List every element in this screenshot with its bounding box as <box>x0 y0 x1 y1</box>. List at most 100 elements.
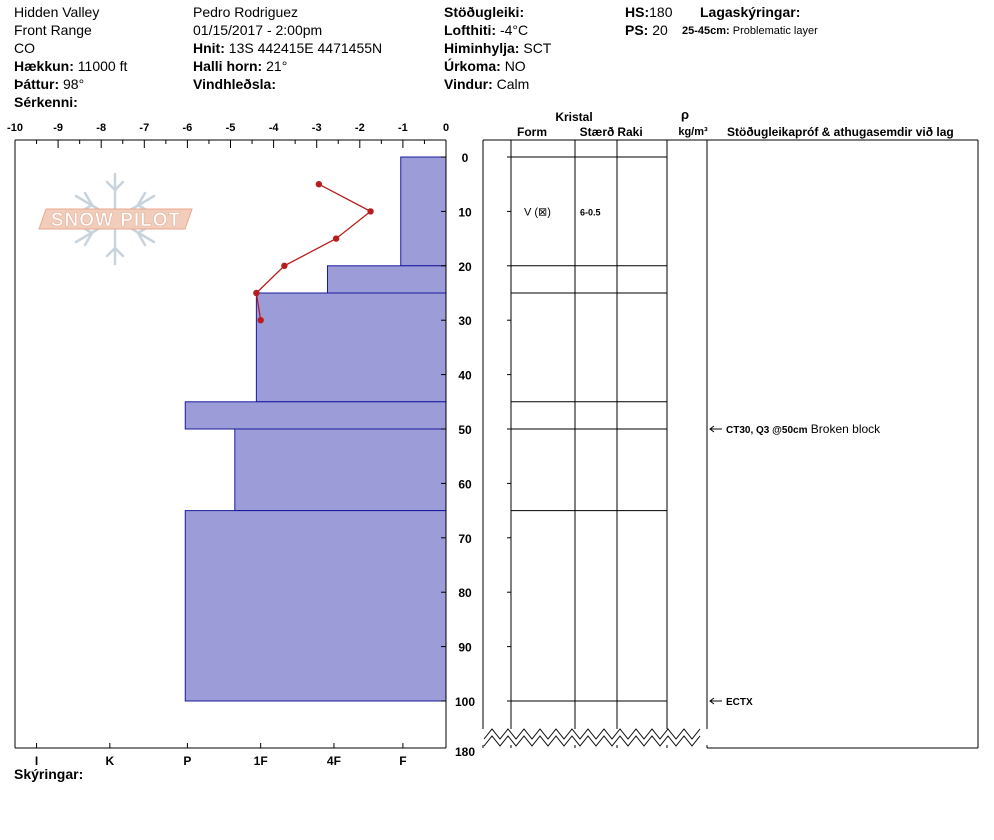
state-name: CO <box>14 40 35 56</box>
depth-tick-label: 60 <box>458 477 472 491</box>
air-temp-label: Lofthiti: <box>444 22 497 38</box>
temperature-point <box>281 262 288 269</box>
slope-label: Halli horn: <box>193 58 263 74</box>
zigzag-line <box>483 735 701 747</box>
temp-tick-label: -2 <box>355 122 365 134</box>
depth-bottom-label: 180 <box>455 745 475 759</box>
temperature-point <box>257 317 264 324</box>
hardness-tick-label: 1F <box>254 754 268 768</box>
location-name: Hidden Valley <box>14 4 100 20</box>
coords-field: Hnit: 13S 442415E 4471455N <box>193 40 382 56</box>
crystal-grid: V (⊠) 6-0.5 CT30, Q3 @50cm Broken block ECT… <box>448 139 979 749</box>
observer-name: Pedro Rodriguez <box>193 4 299 20</box>
wind-field: Vindur: Calm <box>444 76 529 92</box>
precip-label: Úrkoma: <box>444 58 501 74</box>
air-temp-field: Lofthiti: -4°C <box>444 22 528 38</box>
depth-tick-label: 90 <box>458 641 472 655</box>
hardness-bar <box>326 265 447 294</box>
hardness-bar <box>255 292 447 403</box>
logo-text: SNOW PILOT <box>51 210 181 231</box>
hardness-bar <box>400 156 447 267</box>
header-rho: ρ <box>681 107 689 122</box>
depth-tick-label: 0 <box>462 151 469 165</box>
header-size: Stærð <box>580 125 615 139</box>
crystal-size: 6-0.5 <box>580 207 601 217</box>
temperature-profile <box>253 181 374 324</box>
layer-notes-label: Lagaskýringar: <box>700 4 801 20</box>
temp-tick-label: -8 <box>96 122 106 134</box>
test-result: CT30, Q3 @50cm Broken block <box>726 422 881 436</box>
temperature-point <box>315 181 323 188</box>
test-comment: Broken block <box>807 422 881 436</box>
temp-tick-label: -3 <box>312 122 322 134</box>
hardness-profile <box>184 156 447 702</box>
legend-label: Skýringar: <box>14 766 84 782</box>
features-label: Sérkenni: <box>14 94 78 110</box>
test-arrowhead <box>709 425 715 433</box>
depth-tick-label: 40 <box>458 369 472 383</box>
header-tests: Stöðugleikapróf & athugasemdir við lag <box>727 125 954 139</box>
layer-note-range: 25-45cm: <box>682 25 730 37</box>
chart-axes: -10 -9 -8 -7 -6 -5 -4 -3 -2 -1 0010203040506070809… <box>7 122 511 768</box>
hardness-tick-label: F <box>399 754 406 768</box>
slope-value: 21° <box>266 58 288 74</box>
air-temp-value: -4°C <box>499 22 529 38</box>
hardness-tick-label: P <box>183 754 191 768</box>
precip-value: NO <box>504 58 526 74</box>
coords-label: Hnit: <box>193 40 225 56</box>
hardness-tick-label: I <box>35 754 38 768</box>
temperature-line <box>255 183 372 321</box>
hardness-tick-label: 4F <box>327 754 341 768</box>
hardness-bar <box>234 428 447 512</box>
stability-label: Stöðugleiki: <box>444 4 525 20</box>
range-name: Front Range <box>14 22 92 38</box>
hardness-bar <box>184 510 447 702</box>
header-form: Form <box>517 125 547 139</box>
temp-tick-label: -7 <box>139 122 149 134</box>
aspect-label: Þáttur: <box>14 76 60 92</box>
observation-datetime: 01/15/2017 - 2:00pm <box>193 22 323 38</box>
hardness-tick-label: K <box>105 754 114 768</box>
wind-loading-label: Vindhleðsla: <box>193 76 276 92</box>
elevation-label: Hækkun: <box>14 58 74 74</box>
wind-label: Vindur: <box>444 76 493 92</box>
hardness-bar <box>184 401 447 430</box>
ps-field: PS: 20 <box>625 22 668 38</box>
test-result-code: CT30, Q3 @50cm <box>726 425 808 436</box>
zigzag-line <box>483 728 701 740</box>
depth-tick-label: 20 <box>458 260 472 274</box>
header-crystal: Kristal <box>555 110 592 124</box>
aspect-field: Þáttur: 98° <box>14 76 84 92</box>
elevation-value: 11000 ft <box>77 58 128 74</box>
sky-label: Himinhylja: <box>444 40 520 56</box>
test-arrowhead <box>709 697 715 705</box>
slope-field: Halli horn: 21° <box>193 58 287 74</box>
layer-note: 25-45cm: Problematic layer <box>682 23 818 39</box>
temp-tick-label: -5 <box>226 122 236 134</box>
temperature-point <box>253 289 260 297</box>
test-result-code: ECTX <box>726 697 753 708</box>
column-headers: Kristal Form Stærð Raki ρ kg/m³ Stöðugle… <box>517 107 954 139</box>
temp-tick-label: -9 <box>53 122 63 134</box>
wind-value: Calm <box>496 76 530 92</box>
temp-tick-label: -4 <box>269 122 280 134</box>
sky-field: Himinhylja: SCT <box>444 40 551 56</box>
depth-tick-label: 80 <box>458 586 472 600</box>
coords-value: 13S 442415E 4471455N <box>228 40 383 56</box>
temp-tick-label: -10 <box>7 122 23 134</box>
hs-label: HS: <box>625 4 650 20</box>
ps-label: PS: <box>625 22 649 38</box>
hs-field: HS:180 <box>625 4 672 20</box>
hs-value: 180 <box>649 4 673 20</box>
depth-tick-label: 100 <box>455 695 475 709</box>
depth-tick-label: 10 <box>458 205 472 219</box>
header-density-unit: kg/m³ <box>678 126 708 138</box>
temp-tick-label: -6 <box>183 122 193 134</box>
precip-field: Úrkoma: NO <box>444 58 526 74</box>
layer-note-text: Problematic layer <box>732 25 818 37</box>
header-moisture: Raki <box>617 125 642 139</box>
ps-value: 20 <box>652 22 668 38</box>
sky-value: SCT <box>523 40 552 56</box>
depth-tick-label: 30 <box>458 314 472 328</box>
